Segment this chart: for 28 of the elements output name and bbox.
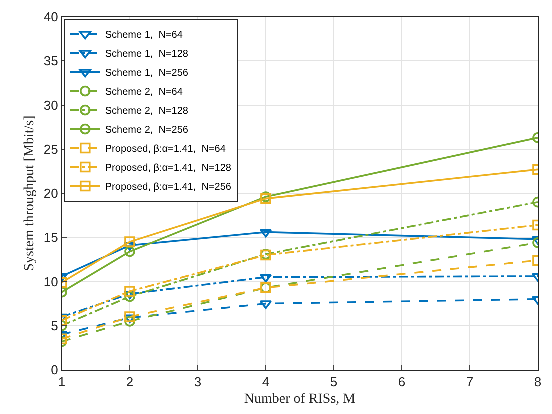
y-tick-label: 0 (51, 362, 58, 378)
legend-label: Proposed, β:α=1.41, N=256 (105, 182, 232, 194)
x-tick-label: 4 (262, 374, 270, 390)
y-tick-label: 20 (44, 186, 58, 202)
legend-label: Proposed, β:α=1.41, N=128 (105, 163, 232, 174)
y-axis-title: System throughput [Mbit/s] (22, 116, 38, 272)
x-tick-label: 1 (58, 374, 66, 390)
y-tick-label: 40 (44, 10, 58, 25)
legend-label: Scheme 1, N=256 (105, 68, 189, 80)
x-tick-label: 2 (126, 374, 134, 390)
y-tick-label: 5 (51, 318, 58, 334)
legend-label: Scheme 2, N=128 (105, 106, 189, 118)
x-tick-label: 3 (194, 374, 202, 390)
legend-label: Scheme 2, N=64 (105, 87, 184, 98)
legend-label: Proposed, β:α=1.41, N=64 (105, 144, 226, 156)
x-axis-title: Number of RISs, M (244, 392, 356, 407)
x-tick-label: 6 (398, 374, 406, 390)
y-tick-label: 15 (44, 230, 58, 246)
legend-label: Scheme 1, N=128 (105, 49, 189, 60)
legend-label: Scheme 2, N=256 (105, 125, 189, 136)
legend-label: Scheme 1, N=64 (105, 30, 184, 42)
x-tick-label: 8 (534, 374, 542, 390)
x-tick-label: 7 (466, 374, 474, 390)
y-tick-label: 25 (44, 142, 58, 157)
y-tick-label: 35 (44, 54, 58, 69)
y-tick-label: 10 (44, 274, 58, 290)
x-tick-label: 5 (330, 374, 338, 390)
y-tick-label: 30 (44, 98, 58, 113)
